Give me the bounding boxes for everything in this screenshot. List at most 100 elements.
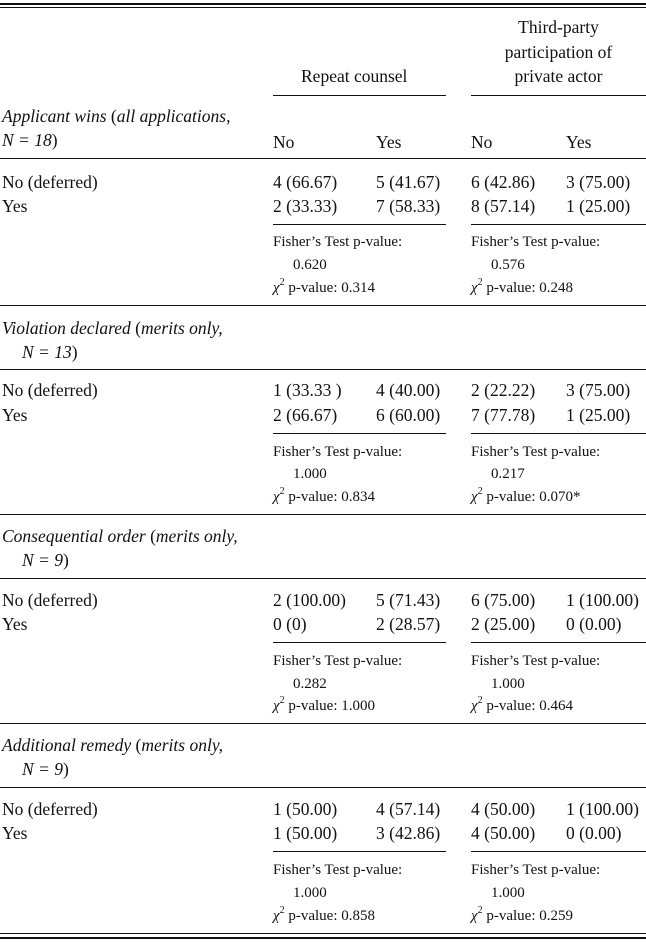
section-end-rule [0,514,646,515]
fisher-label-tp: Fisher’s Test p-value: [471,444,601,460]
chi-stat-tp: χ2 p-value: 0.259 [471,905,574,925]
cell: 6 (60.00) [376,405,441,425]
cell: 7 (77.78) [471,405,536,425]
section-rule [0,578,646,579]
cell: 2 (22.22) [471,380,536,400]
cell: 2 (28.57) [376,614,441,634]
row-label-no: No (deferred) [2,172,98,192]
stats-rule-tp [471,851,646,852]
cell: 2 (66.67) [273,405,338,425]
stats-rule-rc [273,851,446,852]
stats-rule-tp [471,224,646,225]
header-third-party-line1: Third-party [518,17,599,37]
chi-stat-rc: χ2 p-value: 0.834 [273,486,376,506]
chi-stat-tp: χ2 p-value: 0.248 [471,277,574,297]
chi-stat-tp: χ2 p-value: 0.464 [471,695,574,715]
row-label-no: No (deferred) [2,799,98,819]
section-end-rule [0,723,646,724]
header-col-no-tp: No [471,132,493,152]
row-label-yes: Yes [2,196,28,216]
cell: 4 (40.00) [376,380,441,400]
fisher-label-tp: Fisher’s Test p-value: [471,653,601,669]
cell: 2 (33.33) [273,196,338,216]
header-col-yes-tp: Yes [566,132,592,152]
fisher-label-tp: Fisher’s Test p-value: [471,862,601,878]
cell: 0 (0) [273,614,307,634]
fisher-value-rc: 0.620 [293,257,327,273]
chi-stat-rc: χ2 p-value: 1.000 [273,695,376,715]
cell: 4 (66.67) [273,172,338,192]
bottom-rule-2 [0,937,646,939]
cell: 8 (57.14) [471,196,536,216]
fisher-value-tp: 0.576 [491,257,525,273]
section-title: Applicant wins (all applications, [2,106,231,126]
header-col-no-rc: No [273,132,295,152]
top-rule-2 [0,7,646,8]
section-title-line2: N = 13) [22,342,78,362]
fisher-label-rc: Fisher’s Test p-value: [273,234,403,250]
bottom-rule-1 [0,933,646,934]
fisher-value-tp: 0.217 [491,466,525,482]
section-title: Consequential order (merits only, [2,526,238,546]
header-third-party-line2: participation of [504,42,613,62]
row-label-yes: Yes [2,614,28,634]
fisher-label-rc: Fisher’s Test p-value: [273,653,403,669]
section-title-line2: N = 18) [2,130,58,150]
cell: 1 (25.00) [566,196,631,216]
chi-stat-tp: χ2 p-value: 0.070* [471,486,581,506]
fisher-value-rc: 1.000 [293,885,327,901]
section-title-line2: N = 9) [22,759,69,779]
cell: 4 (50.00) [471,799,536,819]
cell: 1 (33.33 ) [273,380,342,400]
row-label-yes: Yes [2,405,28,425]
row-label-no: No (deferred) [2,590,98,610]
fisher-label-rc: Fisher’s Test p-value: [273,862,403,878]
cell: 7 (58.33) [376,196,441,216]
cell: 1 (100.00) [566,799,639,819]
fisher-value-tp: 1.000 [491,885,525,901]
cell: 6 (75.00) [471,590,536,610]
section-rule [0,369,646,370]
section-title: Additional remedy (merits only, [2,735,223,755]
cell: 4 (50.00) [471,823,536,843]
cell: 0 (0.00) [566,823,622,843]
repeat-counsel-underline [273,95,446,96]
cell: 3 (75.00) [566,380,631,400]
cell: 6 (42.86) [471,172,536,192]
cell: 3 (42.86) [376,823,441,843]
cell: 1 (50.00) [273,799,338,819]
chi-stat-rc: χ2 p-value: 0.858 [273,905,376,925]
stats-rule-tp [471,642,646,643]
fisher-label-tp: Fisher’s Test p-value: [471,234,601,250]
header-col-yes-rc: Yes [376,132,402,152]
stats-rule-rc [273,642,446,643]
stats-rule-rc [273,433,446,434]
cell: 1 (100.00) [566,590,639,610]
row-label-no: No (deferred) [2,380,98,400]
header-third-party-line3: private actor [514,66,603,86]
cell: 3 (75.00) [566,172,631,192]
cell: 5 (71.43) [376,590,441,610]
chi-stat-rc: χ2 p-value: 0.314 [273,277,376,297]
fisher-value-rc: 0.282 [293,676,327,692]
section-end-rule [0,305,646,306]
cell: 1 (50.00) [273,823,338,843]
stats-rule-tp [471,433,646,434]
fisher-value-rc: 1.000 [293,466,327,482]
section-title-line2: N = 9) [22,550,69,570]
top-rule-1 [0,3,646,5]
cell: 5 (41.67) [376,172,441,192]
section-rule [0,787,646,788]
fisher-label-rc: Fisher’s Test p-value: [273,444,403,460]
section-rule [0,158,646,159]
cell: 2 (100.00) [273,590,346,610]
section-title: Violation declared (merits only, [2,318,223,338]
fisher-value-tp: 1.000 [491,676,525,692]
third-party-underline [471,95,646,96]
cell: 0 (0.00) [566,614,622,634]
stats-rule-rc [273,224,446,225]
cell: 2 (25.00) [471,614,536,634]
header-repeat-counsel: Repeat counsel [301,66,408,86]
cell: 1 (25.00) [566,405,631,425]
row-label-yes: Yes [2,823,28,843]
